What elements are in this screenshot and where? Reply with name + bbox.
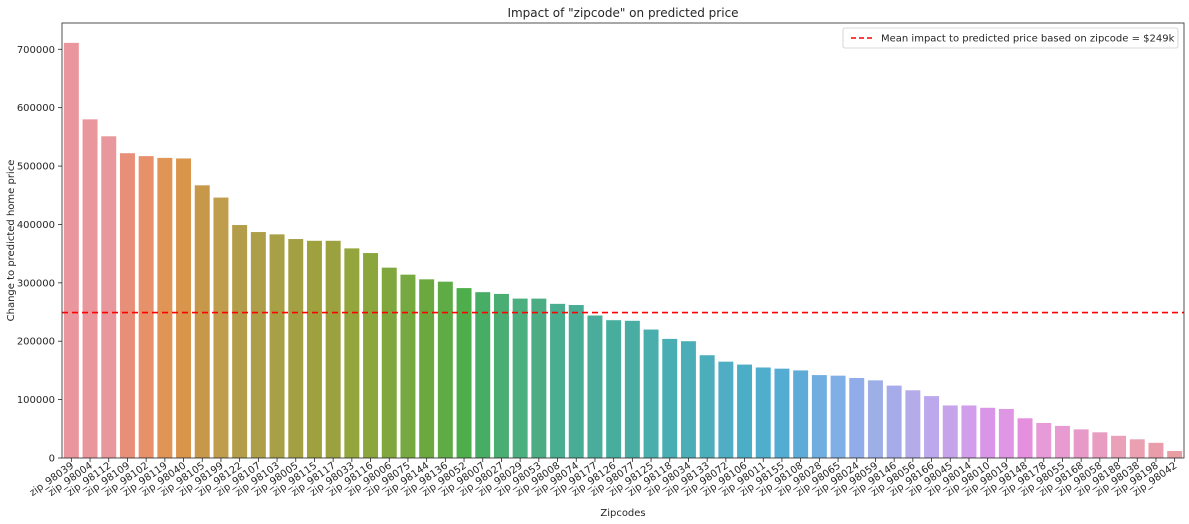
bar-zip-98059 [867, 380, 883, 458]
bar-zip-98075 [400, 274, 416, 458]
bar-zip-98055 [1054, 425, 1070, 458]
bar-zip-98040 [176, 158, 192, 459]
bar-zip-98144 [419, 279, 435, 458]
bar-zip-98122 [232, 225, 248, 458]
bar-zip-98168 [1073, 429, 1089, 458]
x-axis-title: Zipcodes [600, 508, 645, 519]
bar-zip-98024 [849, 378, 865, 458]
y-tick-label: 0 [49, 454, 55, 465]
bar-zip-98045 [942, 405, 958, 458]
bar-zip-98056 [905, 390, 921, 458]
legend-label: Mean impact to predicted price based on … [881, 34, 1175, 45]
bar-zip-98005 [288, 239, 304, 458]
bar-zip-98029 [512, 298, 528, 458]
bar-zip-98117 [325, 240, 341, 458]
bar-zip-98006 [381, 267, 397, 458]
bar-zip-98109 [119, 153, 135, 458]
bar-zip-98014 [961, 405, 977, 458]
y-tick-label: 300000 [17, 278, 55, 289]
bar-zip-98107 [250, 232, 266, 458]
bar-zip-98008 [550, 303, 566, 458]
bar-zip-98125 [643, 329, 659, 458]
bar-zip-98052 [456, 288, 472, 458]
bar-zip-98118 [662, 338, 678, 458]
bar-zip-98177 [587, 315, 603, 458]
bar-zip-98028 [811, 375, 827, 458]
bar-zip-98155 [774, 368, 790, 458]
y-tick-label: 400000 [17, 220, 55, 231]
bar-zip-98148 [1017, 418, 1033, 458]
bar-zip-98058 [1092, 432, 1108, 458]
bar-zip-98126 [606, 320, 622, 458]
bar-zip-98108 [793, 370, 809, 458]
bar-zip-98103 [269, 234, 285, 458]
bar-zip-98065 [830, 375, 846, 458]
bar-zip-98072 [718, 361, 734, 458]
bar-zip-98119 [157, 157, 173, 458]
bar-zip-98004 [82, 119, 98, 458]
bar-zip-98034 [680, 341, 696, 458]
bar-zip-98198 [1148, 442, 1164, 458]
bar-zip-98115 [306, 240, 322, 458]
bar-zip-98011 [755, 367, 771, 458]
bar-zip-98010 [980, 407, 996, 458]
x-axis: zip_98039zip_98004zip_98112zip_98109zip_… [28, 458, 1179, 499]
chart-title: Impact of "zipcode" on predicted price [507, 6, 738, 20]
legend: Mean impact to predicted price based on … [842, 27, 1179, 49]
bar-zip-98053 [531, 298, 547, 458]
bar-zip-98105 [194, 185, 210, 458]
bar-zip-98042 [1167, 450, 1183, 458]
bar-zip-98027 [493, 293, 509, 458]
legend-box [842, 27, 1179, 49]
y-axis: 0 100000 200000 300000 400000 500000 600000 700… [17, 45, 62, 465]
y-tick-label: 200000 [17, 337, 55, 348]
y-tick-label: 500000 [17, 162, 55, 173]
bar-zip-98188 [1111, 435, 1127, 458]
bar-zip-98033 [344, 248, 360, 458]
y-tick-label: 700000 [17, 45, 55, 56]
y-axis-title: Change to predicted home price [6, 160, 17, 322]
bar-zip-98038 [1129, 439, 1145, 458]
bar-zip-98166 [924, 396, 940, 458]
bar-zip-98019 [998, 408, 1014, 458]
bar-zip-98146 [886, 385, 902, 458]
bars-group [63, 42, 1183, 459]
bar-zip-98102 [138, 156, 154, 459]
bar-zip-98112 [101, 136, 117, 459]
y-tick-label: 100000 [17, 395, 55, 406]
bar-zip-98106 [737, 364, 753, 458]
y-tick-label: 600000 [17, 103, 55, 114]
bar-zip-98178 [1036, 422, 1052, 458]
bar-zip-98136 [437, 281, 453, 458]
bar-zip-98133 [699, 355, 715, 458]
bar-zip-98116 [363, 253, 379, 458]
bar-zip-98039 [63, 42, 79, 458]
bar-zip-98077 [624, 320, 640, 458]
bar-zip-98007 [475, 292, 491, 458]
bar-zip-98074 [568, 305, 584, 458]
bar-zip-98199 [213, 197, 229, 458]
plot-frame [61, 22, 1185, 459]
